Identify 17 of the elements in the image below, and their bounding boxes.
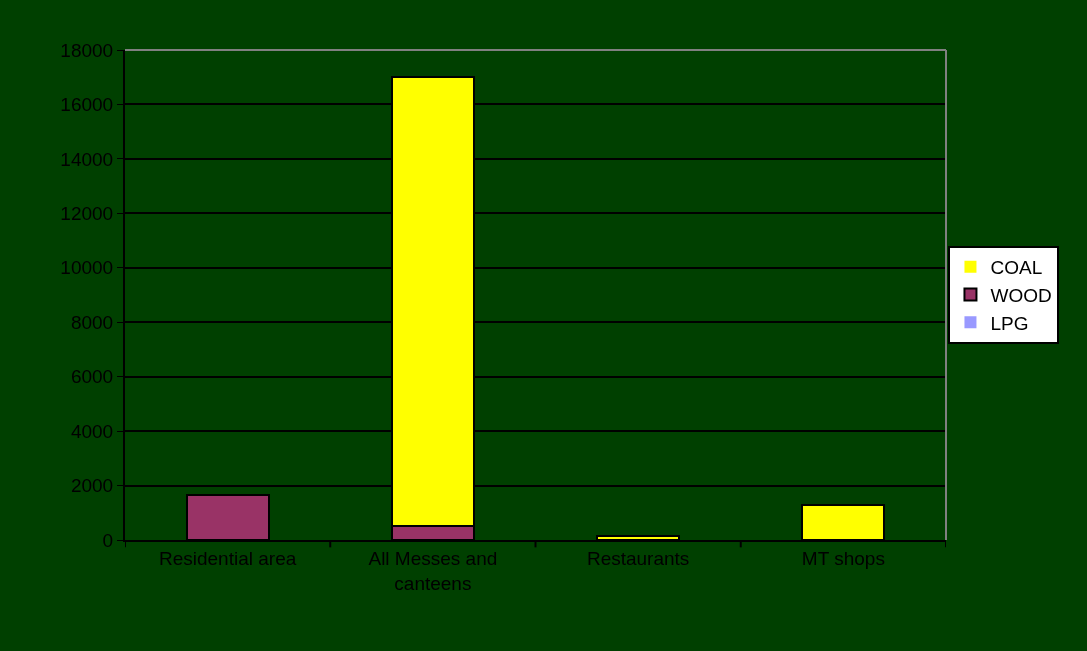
y-tick-label: 12000 xyxy=(60,202,114,224)
x-tick-label: Residential area xyxy=(158,547,297,569)
legend-label: LPG xyxy=(990,312,1029,334)
y-tick-label: 18000 xyxy=(60,39,114,61)
y-tick-label: 16000 xyxy=(60,94,114,116)
y-tick-label: 14000 xyxy=(60,148,114,170)
y-tick-label: 0 xyxy=(102,529,114,551)
x-tick-label: All Messes and canteens xyxy=(368,547,498,594)
y-tick-label: 2000 xyxy=(70,475,114,497)
y-tick-label: 10000 xyxy=(60,257,114,279)
x-tick-label: MT shops xyxy=(801,547,885,569)
legend-label: WOOD xyxy=(990,284,1052,306)
y-tick-label: 4000 xyxy=(70,420,114,442)
legend-label: COAL xyxy=(990,257,1043,279)
x-tick-label: Restaurants xyxy=(586,547,690,569)
y-tick-label: 8000 xyxy=(70,311,114,333)
y-tick-label: 6000 xyxy=(70,366,114,388)
